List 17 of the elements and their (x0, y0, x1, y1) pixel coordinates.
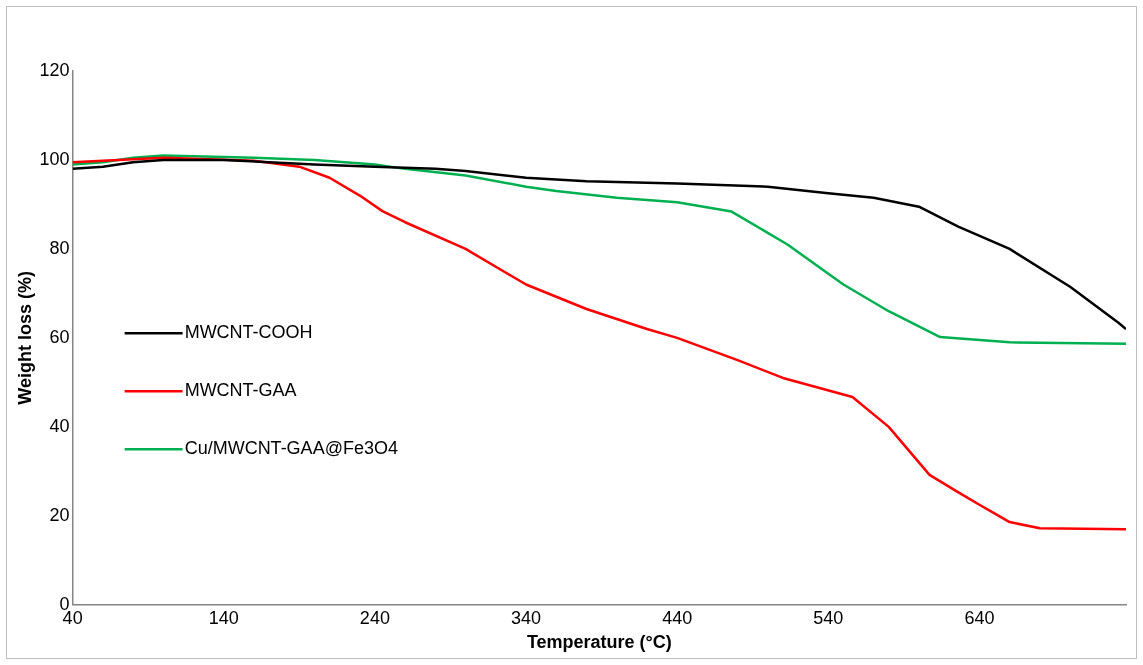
y-tick-label: 20 (49, 504, 70, 525)
y-axis-title: Weight loss (%) (14, 271, 35, 405)
x-tick-label: 440 (662, 607, 693, 628)
x-axis-title: Temperature (°C) (526, 632, 672, 653)
y-tick-label: 40 (49, 415, 70, 436)
legend-label: MWCNT-GAA (184, 380, 297, 401)
legend-label: MWCNT-COOH (184, 322, 313, 343)
x-tick-label: 640 (964, 607, 995, 628)
x-tick-label: 240 (359, 607, 390, 628)
y-tick-label: 60 (49, 326, 70, 347)
legend-label: Cu/MWCNT-GAA@Fe3O4 (184, 438, 398, 459)
y-tick-label: 120 (39, 59, 70, 80)
x-tick-label: 540 (813, 607, 844, 628)
x-tick-label: 340 (511, 607, 542, 628)
y-tick-label: 100 (39, 148, 70, 169)
y-tick-label: 80 (49, 237, 70, 258)
x-tick-label: 140 (208, 607, 239, 628)
